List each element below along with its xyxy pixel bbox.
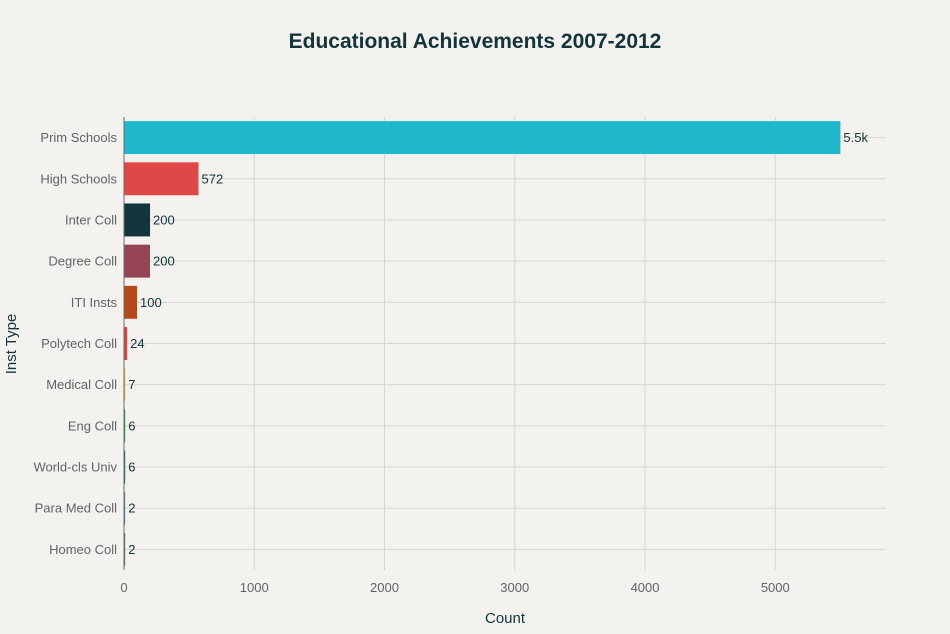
x-tick-label: 5000 [761,580,790,595]
grid-layer [124,117,886,570]
y-tick-label: Homeo Coll [49,542,117,557]
data-label: 2 [128,542,135,557]
bar [124,409,126,443]
y-tick-label: World-cls Univ [33,460,117,475]
bar [124,121,841,155]
bar [124,285,138,319]
y-tick-label: ITI Insts [71,295,118,310]
y-tick-label: Medical Coll [46,377,117,392]
data-label: 24 [130,336,144,351]
y-tick-labels: Prim Schools High Schools Inter Coll Degree… [33,130,117,557]
y-axis-title: Inst Type [3,314,20,375]
y-tick-label: Prim Schools [40,130,117,145]
data-label: 5.5k [843,130,868,145]
data-label: 200 [153,254,175,269]
x-tick-label: 1000 [240,580,269,595]
y-tick-label: Polytech Coll [41,336,117,351]
data-labels: 5.5k 572 200 200 100 24 7 6 6 2 2 [128,130,868,557]
data-label: 200 [153,212,175,227]
y-tick-label: Para Med Coll [35,501,117,516]
bar [124,532,126,566]
bar [124,203,151,237]
x-tick-label: 2000 [370,580,399,595]
bar [124,327,128,360]
data-label: 7 [128,377,135,392]
y-tick-label: High Schools [40,171,117,186]
y-tick-label: Degree Coll [48,254,117,269]
bar [124,368,126,402]
bar [124,244,151,278]
data-label: 6 [128,460,135,475]
bar [124,450,126,484]
bar [124,162,199,196]
data-label: 6 [128,418,135,433]
x-tick-label: 0 [120,580,127,595]
data-label: 100 [140,295,162,310]
chart-title: Educational Achievements 2007-2012 [289,30,662,53]
bar-layer [124,121,841,566]
data-label: 572 [202,171,224,186]
y-tick-label: Inter Coll [65,212,117,227]
bar [124,491,126,525]
data-label: 2 [128,501,135,516]
x-tick-label: 4000 [631,580,660,595]
y-tick-label: Eng Coll [68,418,117,433]
x-tick-label: 3000 [500,580,529,595]
x-axis-title: Count [485,610,526,627]
x-tick-labels: 0 1000 2000 3000 4000 5000 [120,580,789,595]
